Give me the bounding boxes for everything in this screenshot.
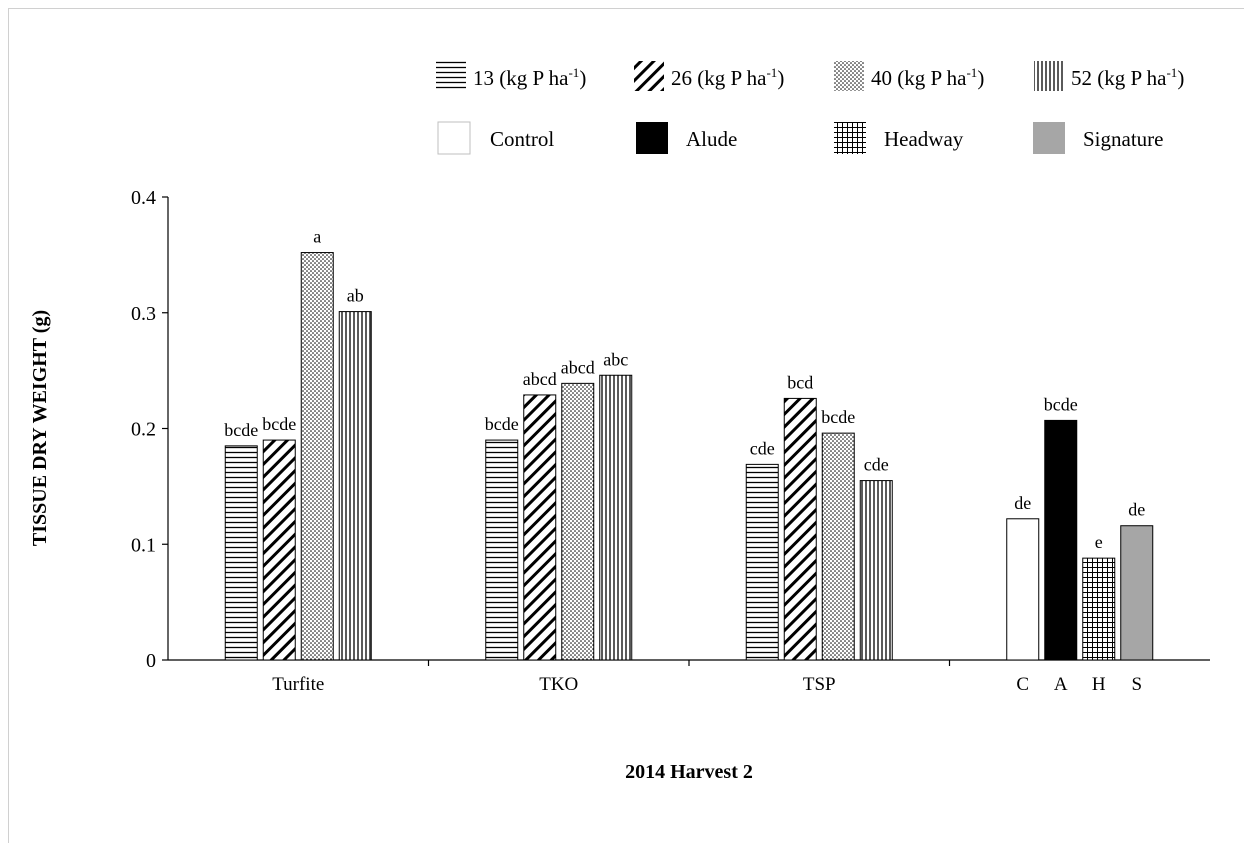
legend-swatch (834, 61, 864, 91)
x-sub-tick-label: H (1092, 674, 1106, 695)
y-tick-label: 0 (146, 650, 156, 672)
axes: 0 0.1 0.2 0.3 0.4 Turfite TKO TSP C A H S (131, 187, 1210, 695)
bar-data-label: abc (603, 349, 628, 369)
bar-data-label: a (313, 227, 321, 247)
legend-label: Alude (686, 127, 737, 151)
y-tick-label: 0.1 (131, 534, 156, 556)
legend-swatch (834, 122, 866, 154)
legend-swatch (634, 61, 664, 91)
legend-label: 40 (kg P ha-1) (871, 65, 984, 90)
bar-data-label: abcd (523, 369, 557, 389)
x-sub-tick-label: A (1054, 674, 1068, 695)
bar-data-label: abcd (561, 357, 595, 377)
bar (262, 439, 296, 661)
legend-label: 26 (kg P ha-1) (671, 65, 784, 90)
bar (783, 397, 817, 661)
legend-swatch (1033, 122, 1065, 154)
legend-label: Headway (884, 127, 964, 151)
x-axis-label: 2014 Harvest 2 (625, 761, 753, 783)
bar (485, 439, 519, 661)
bar (821, 432, 855, 661)
y-tick-label: 0.3 (131, 303, 156, 325)
x-sub-tick-label: C (1016, 674, 1029, 695)
y-tick-label: 0.2 (131, 419, 156, 441)
bar (1082, 557, 1116, 661)
bar (224, 445, 258, 661)
bar-data-label: cde (750, 438, 775, 458)
bar (1044, 419, 1078, 661)
x-tick-label: Turfite (272, 674, 324, 695)
bar-data-label: bcde (1044, 394, 1078, 414)
bar (338, 311, 372, 661)
bar (1006, 518, 1040, 661)
y-tick-label: 0.4 (131, 187, 156, 209)
bar-data-label: de (1014, 493, 1031, 513)
bar-data-label: bcde (485, 414, 519, 434)
legend-swatch (436, 61, 466, 91)
bar (561, 382, 595, 661)
x-tick-label: TKO (539, 674, 578, 695)
y-axis-label: TISSUE DRY WEIGHT (g) (29, 310, 51, 546)
x-tick-label: TSP (803, 674, 836, 695)
bar-data-label: cde (864, 455, 889, 475)
bar-data-label: de (1128, 500, 1145, 520)
bar-data-label: ab (347, 286, 364, 306)
legend: 13 (kg P ha-1) 26 (kg P ha-1) 40 (kg P ha-… (436, 61, 1184, 155)
legend-swatch (636, 122, 668, 154)
bar (745, 463, 779, 661)
bar-data-label: e (1095, 532, 1103, 552)
bar-data-label: bcde (821, 407, 855, 427)
chart-frame (8, 8, 1244, 843)
bar (599, 374, 633, 661)
bar-data-label: bcde (224, 420, 258, 440)
bar (859, 480, 893, 661)
bar (1120, 525, 1154, 661)
bar-data-label: bcde (262, 414, 296, 434)
legend-swatch (1034, 61, 1064, 91)
legend-label: Control (490, 127, 554, 151)
legend-label: Signature (1083, 127, 1163, 151)
legend-label: 13 (kg P ha-1) (473, 65, 586, 90)
bar (300, 252, 334, 661)
bar (523, 394, 557, 661)
legend-swatch (437, 121, 471, 155)
legend-label: 52 (kg P ha-1) (1071, 65, 1184, 90)
bar-data-label: bcd (787, 372, 813, 392)
x-sub-tick-label: S (1131, 674, 1142, 695)
